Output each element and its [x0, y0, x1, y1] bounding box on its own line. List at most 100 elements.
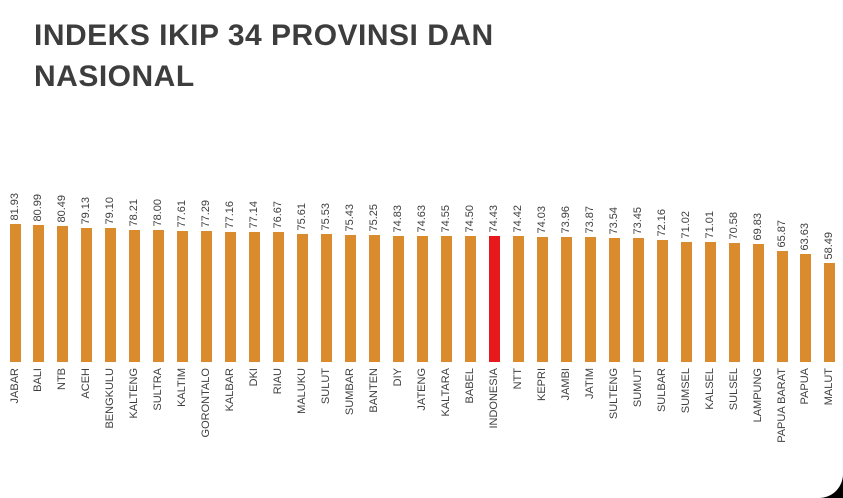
- bar-value-label: 78.21: [128, 199, 141, 227]
- bar-category-label: SULSEL: [727, 368, 740, 411]
- bar-value-label: 69.83: [751, 213, 764, 241]
- bar: [536, 237, 548, 362]
- bar-group: 72.16 SULBAR: [655, 150, 669, 412]
- bar-category-label: KALBAR: [224, 368, 237, 412]
- bar-value-label: 77.61: [176, 200, 189, 228]
- bar-group: 70.58 SULSEL: [727, 150, 741, 410]
- bar-group: 73.54 SULTENG: [607, 150, 621, 419]
- bar-top-area: 80.49: [56, 150, 69, 362]
- bar: [321, 234, 333, 362]
- bar-top-area: 73.96: [560, 150, 572, 362]
- bar-value-label: 78.00: [152, 199, 165, 227]
- bar-top-area: 75.25: [368, 150, 381, 362]
- bar-top-area: 63.63: [799, 150, 812, 362]
- bar-category-label: SULUT: [320, 368, 333, 405]
- bar-value-label: 79.13: [80, 197, 93, 225]
- bar: [656, 240, 668, 362]
- bar: [345, 235, 357, 362]
- bar: [752, 244, 764, 362]
- bar-top-area: 79.10: [104, 150, 117, 362]
- bar-group: 75.53 SULUT: [320, 150, 334, 404]
- bar: [512, 236, 524, 362]
- bar: [249, 232, 261, 362]
- bar-category-label: PAPUA BARAT: [775, 368, 788, 443]
- chart-title: INDEKS IKIP 34 PROVINSI DAN NASIONAL: [34, 19, 494, 93]
- bar: [273, 232, 285, 362]
- bar-category-label: KALTENG: [128, 368, 141, 419]
- bar-value-label: 74.50: [463, 205, 476, 233]
- bar: [728, 243, 740, 362]
- bar-value-label: 75.43: [344, 204, 357, 232]
- bar-group: 69.83 LAMPUNG: [751, 150, 765, 422]
- bar-top-area: 58.49: [823, 150, 836, 362]
- bar-group: 74.55 KALTARA: [439, 150, 453, 417]
- bar-category-label: SULTENG: [607, 368, 620, 420]
- bar-value-label: 77.29: [200, 200, 213, 228]
- bar-top-area: 78.00: [152, 150, 165, 362]
- bar-group: 76.67 RIAU: [272, 150, 286, 394]
- bar-group: 74.63 JATENG: [415, 150, 429, 411]
- bar: [560, 237, 572, 362]
- bar-category-label: MALUKU: [296, 368, 309, 414]
- bar-top-area: 79.13: [80, 150, 93, 362]
- bar-value-label: 80.99: [32, 194, 45, 222]
- bar-value-label: 65.87: [775, 220, 788, 248]
- bar-group: 65.87 PAPUA BARAT: [775, 150, 789, 443]
- bar-group: 71.01 KALSEL: [703, 150, 717, 410]
- bar-value-label: 74.55: [439, 205, 452, 233]
- bar-category-label: MALUT: [823, 368, 836, 406]
- bar-top-area: 81.93: [9, 150, 21, 362]
- bar-group: 77.29 GORONTALO: [200, 150, 214, 437]
- bar-value-label: 74.03: [535, 206, 548, 234]
- bar-top-area: 77.61: [176, 150, 189, 362]
- bar-top-area: 73.87: [584, 150, 596, 362]
- bar-value-label: 74.42: [511, 205, 524, 233]
- bar: [225, 232, 237, 362]
- bar-value-label: 74.63: [415, 205, 428, 233]
- bar-value-label: 71.02: [679, 211, 692, 239]
- bar: [704, 242, 716, 362]
- bar-category-label: DKI: [248, 368, 261, 387]
- bar-value-label: 73.54: [607, 207, 620, 235]
- bar-group: 74.03 KEPRI: [535, 150, 549, 401]
- bar-top-area: 65.87: [775, 150, 788, 362]
- bar-category-label: BANTEN: [368, 368, 381, 413]
- bar-group: 80.49 NTB: [56, 150, 70, 390]
- bar-value-label: 75.61: [296, 203, 309, 231]
- bar: [57, 226, 69, 362]
- bar-top-area: 77.16: [224, 150, 237, 362]
- bar-value-label: 74.43: [487, 205, 500, 233]
- bar-category-label: ACEH: [80, 368, 93, 399]
- bar: [584, 237, 596, 362]
- bar-category-label: INDONESIA: [487, 368, 500, 429]
- bar-group: 79.10 BENGKULU: [104, 150, 118, 429]
- bar-top-area: 76.67: [272, 150, 285, 362]
- bar: [81, 228, 93, 362]
- bar-category-label: GORONTALO: [200, 368, 213, 438]
- bar-top-area: 72.16: [656, 150, 668, 362]
- bar-group: 71.02 SUMSEL: [679, 150, 693, 413]
- bar-group: 75.25 BANTEN: [368, 150, 382, 413]
- bar-top-area: 80.99: [32, 150, 45, 362]
- bar-value-label: 76.67: [272, 201, 285, 229]
- bar-top-area: 74.50: [463, 150, 476, 362]
- bar-category-label: JATIM: [583, 368, 596, 399]
- bar-top-area: 77.14: [248, 150, 261, 362]
- bar-category-label: SULBAR: [655, 368, 668, 413]
- bar: [464, 236, 476, 362]
- bar-category-label: BALI: [32, 368, 45, 392]
- bar: [369, 235, 381, 362]
- bar: [824, 263, 836, 362]
- bar-top-area: 70.58: [728, 150, 740, 362]
- bar-top-area: 74.03: [535, 150, 548, 362]
- bar-group: 63.63 PAPUA: [799, 150, 813, 404]
- bar-group: 73.45 SUMUT: [631, 150, 645, 407]
- bar-value-label: 80.49: [56, 195, 69, 223]
- bar-top-area: 74.63: [415, 150, 428, 362]
- bar: [632, 238, 644, 362]
- bar: [680, 242, 692, 362]
- bar-value-label: 71.01: [703, 211, 716, 239]
- bar-value-label: 79.10: [104, 197, 117, 225]
- bar-top-area: 74.43: [487, 150, 500, 362]
